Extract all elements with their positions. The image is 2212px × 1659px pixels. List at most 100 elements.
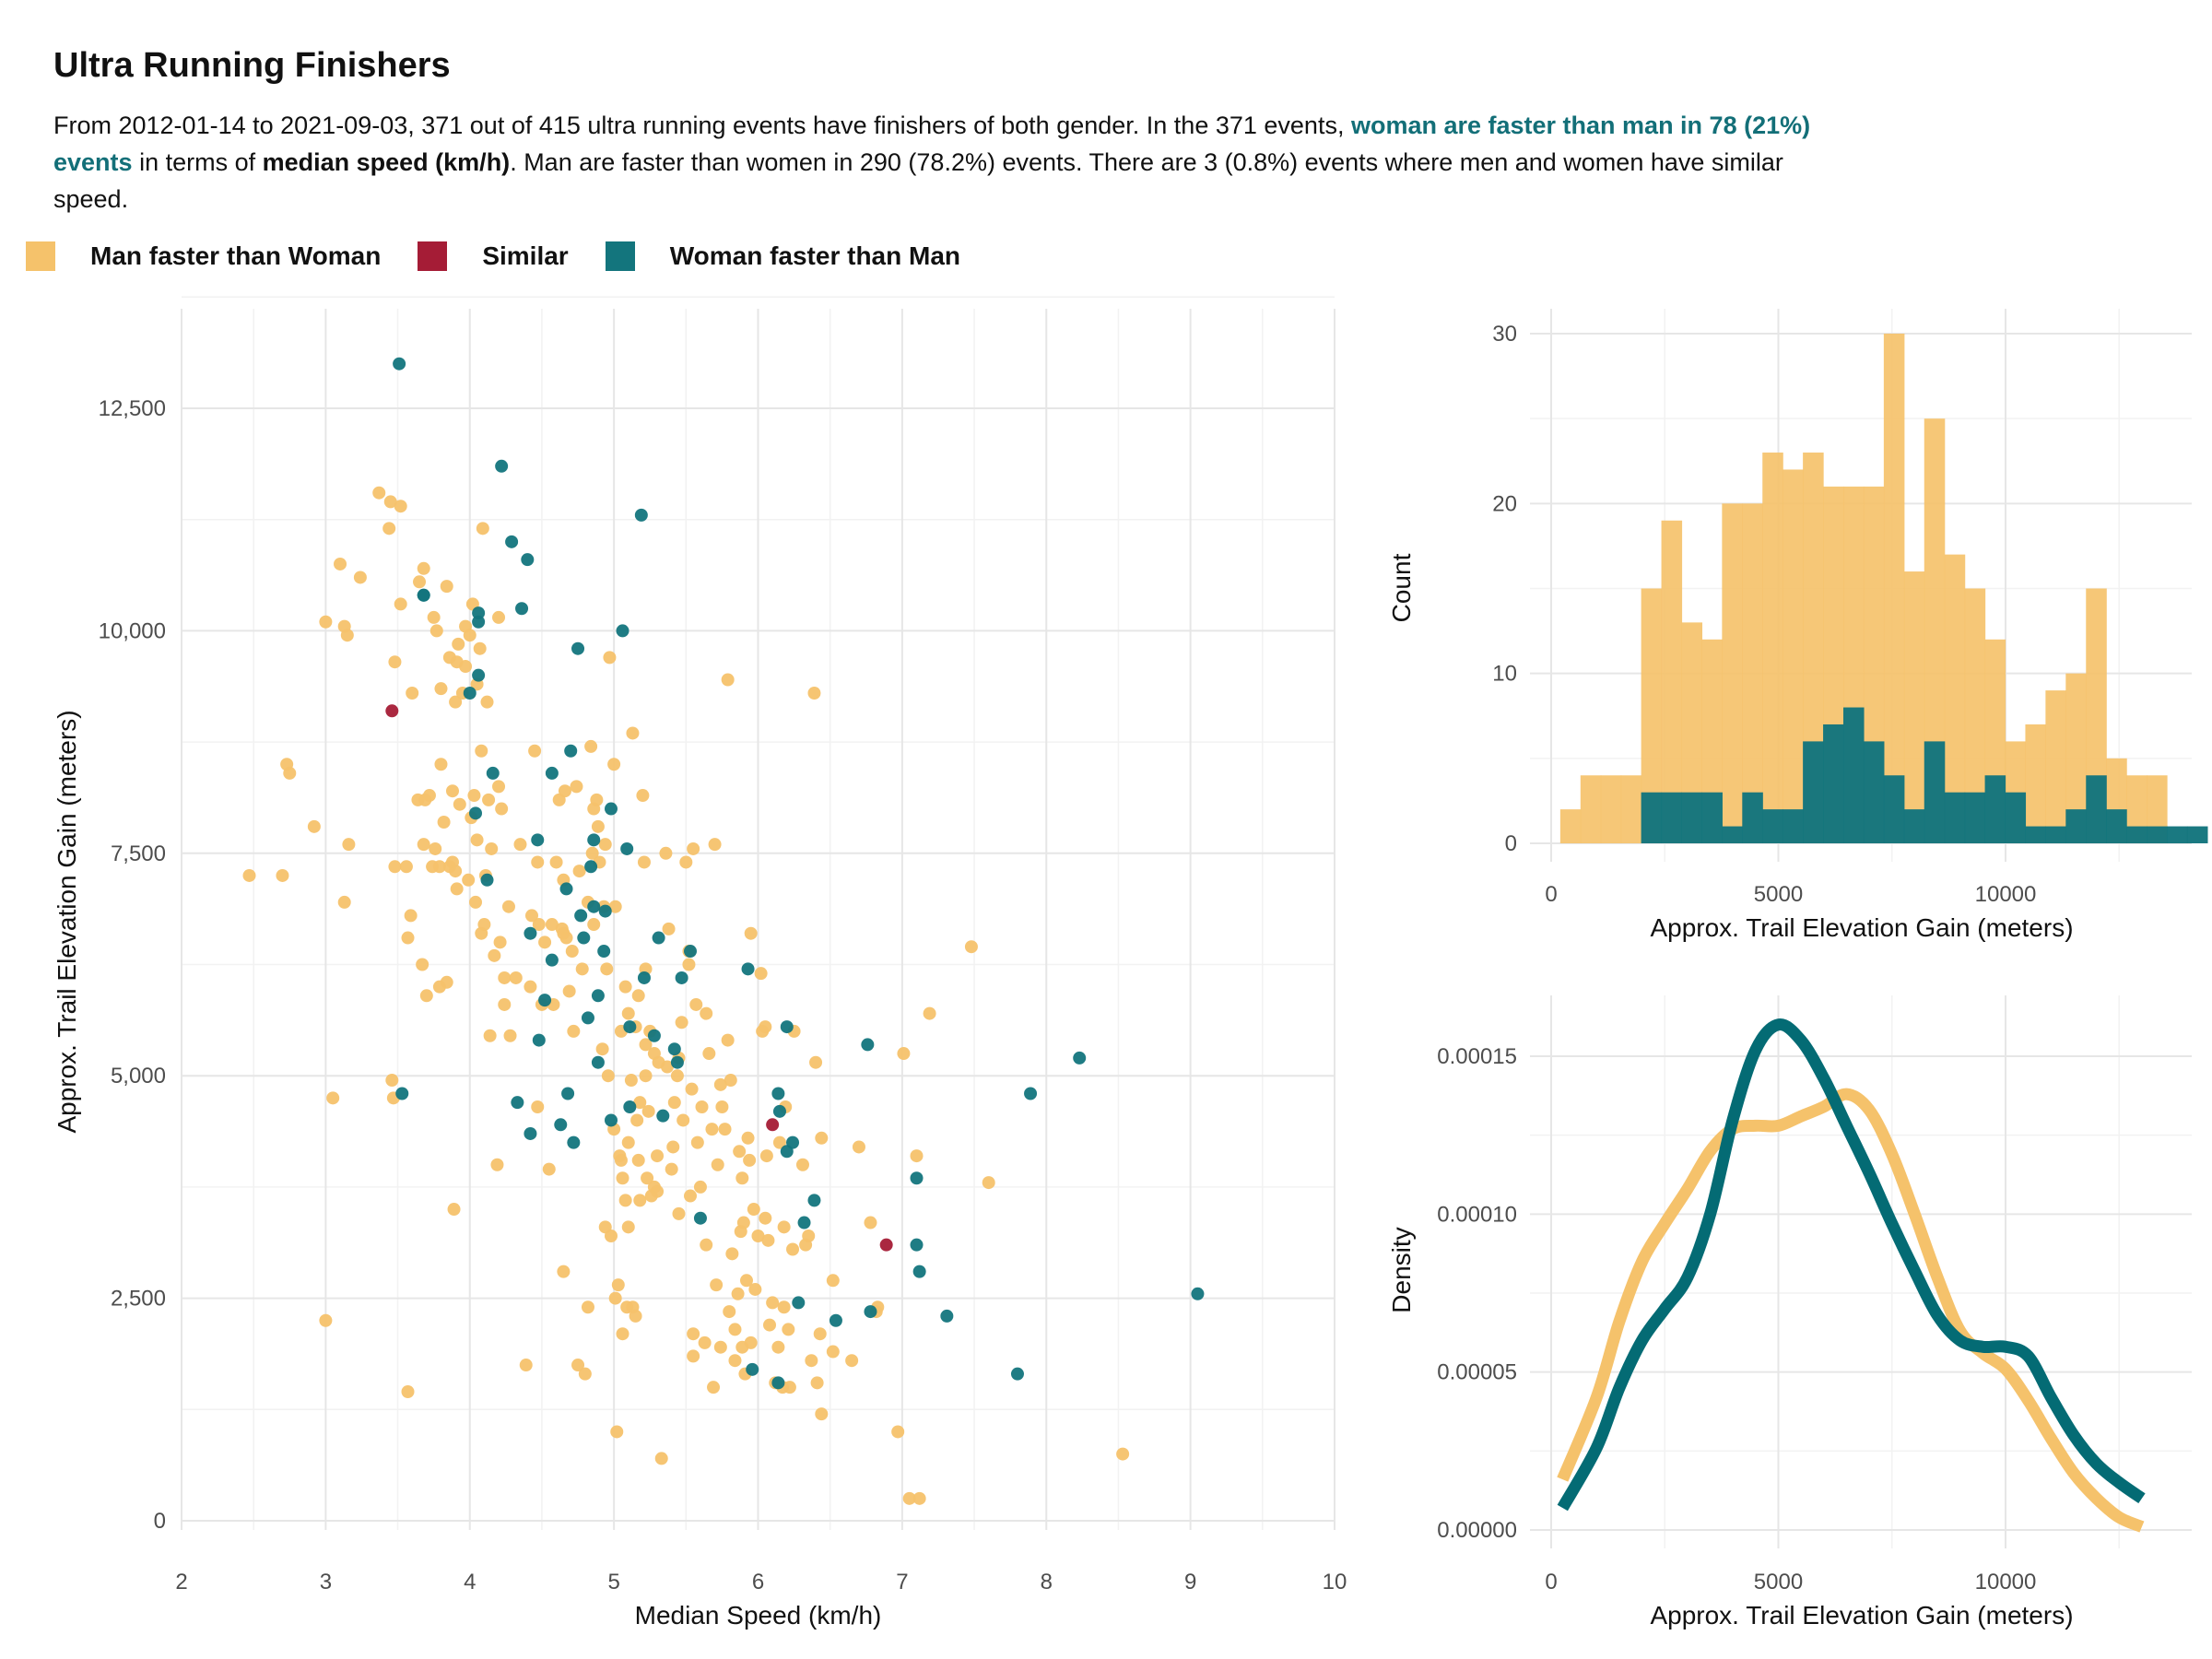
scatter-point-woman bbox=[524, 926, 537, 940]
scatter-point-man bbox=[736, 1216, 750, 1230]
hist-bar-man bbox=[1722, 503, 1743, 843]
scatter-point-man bbox=[601, 1069, 615, 1083]
scatter-point-man bbox=[473, 641, 487, 655]
scatter-point-woman bbox=[693, 1211, 707, 1225]
scatter-point-woman bbox=[472, 615, 486, 629]
scatter-x-tick-label: 7 bbox=[896, 1570, 908, 1594]
scatter-point-woman bbox=[472, 606, 486, 620]
scatter-point-woman bbox=[637, 971, 651, 984]
scatter-point-man bbox=[427, 610, 441, 624]
scatter-point-woman bbox=[417, 588, 430, 602]
scatter-point-man bbox=[1116, 1447, 1130, 1461]
scatter-x-tick-label: 5 bbox=[607, 1570, 619, 1594]
legend-key-woman bbox=[605, 241, 635, 271]
hist-bar-woman bbox=[1903, 809, 1925, 843]
scatter-point-woman bbox=[792, 1296, 806, 1310]
scatter-point-man bbox=[621, 1135, 635, 1149]
scatter-point-man bbox=[802, 1230, 816, 1243]
hist-bar-woman bbox=[2106, 809, 2127, 843]
scatter-point-man bbox=[795, 1158, 809, 1171]
hist-bar-man bbox=[1924, 418, 1946, 843]
density-line-woman bbox=[1557, 1018, 2146, 1512]
scatter-point-man bbox=[469, 895, 483, 909]
scatter-point-man bbox=[659, 846, 673, 860]
scatter-point-woman bbox=[652, 931, 665, 945]
scatter-point-woman bbox=[1073, 1051, 1087, 1065]
scatter-point-man bbox=[326, 1091, 340, 1105]
hist-x-axis-label: Approx. Trail Elevation Gain (meters) bbox=[1650, 913, 2073, 942]
legend-label-similar: Similar bbox=[482, 241, 569, 270]
scatter-point-man bbox=[826, 1274, 840, 1288]
scatter-x-tick-label: 3 bbox=[320, 1570, 332, 1594]
scatter-panel: 2 3 4 5 6 7 8 9 10 0 2,500 5,000 7,500 10,000 12,500 Me… bbox=[53, 296, 1347, 1630]
scatter-point-man bbox=[759, 1211, 772, 1225]
scatter-point-man bbox=[641, 1104, 655, 1118]
legend: Man faster than Woman Similar Woman fast… bbox=[26, 241, 997, 271]
scatter-point-man bbox=[388, 860, 402, 874]
scatter-point-man bbox=[630, 1113, 644, 1127]
hist-bar-man bbox=[1762, 453, 1783, 843]
scatter-point-man bbox=[572, 865, 586, 878]
scatter-point-man bbox=[629, 1309, 642, 1323]
scatter-point-man bbox=[416, 958, 429, 971]
scatter-point-man bbox=[782, 1381, 796, 1394]
scatter-point-man bbox=[401, 1384, 415, 1398]
scatter-point-woman bbox=[545, 953, 559, 967]
scatter-point-man bbox=[488, 948, 501, 962]
scatter-point-woman bbox=[598, 904, 612, 918]
hist-bar-woman bbox=[1924, 741, 1946, 843]
scatter-point-man bbox=[498, 997, 512, 1011]
scatter-point-man bbox=[531, 855, 545, 869]
scatter-point-man bbox=[731, 1287, 745, 1300]
scatter-point-man bbox=[618, 1194, 632, 1207]
scatter-point-man bbox=[662, 922, 676, 935]
scatter-point-man bbox=[891, 1425, 905, 1439]
scatter-point-man bbox=[432, 860, 446, 874]
scatter-point-man bbox=[452, 637, 465, 651]
hist-bar-man bbox=[1661, 520, 1683, 843]
scatter-point-man bbox=[677, 1113, 690, 1127]
scatter-point-man bbox=[562, 984, 576, 998]
scatter-point-man bbox=[476, 522, 489, 535]
hist-x-tick-label: 0 bbox=[1545, 882, 1557, 907]
scatter-point-man bbox=[616, 1327, 629, 1341]
scatter-point-man bbox=[744, 926, 758, 940]
scatter-point-woman bbox=[1024, 1087, 1038, 1100]
scatter-x-tick-label: 10 bbox=[1323, 1570, 1347, 1594]
hist-y-tick-label: 10 bbox=[1492, 662, 1517, 687]
scatter-point-man bbox=[450, 882, 464, 896]
scatter-y-tick-label: 5,000 bbox=[111, 1064, 166, 1088]
scatter-point-man bbox=[493, 935, 507, 949]
hist-bar-man bbox=[2025, 724, 2046, 843]
scatter-point-man bbox=[401, 931, 415, 945]
scatter-point-man bbox=[810, 1376, 824, 1390]
scatter-point-woman bbox=[684, 945, 698, 959]
scatter-point-woman bbox=[667, 1042, 681, 1056]
scatter-point-man bbox=[739, 1274, 753, 1288]
scatter-point-man bbox=[725, 1247, 739, 1261]
hist-y-tick-label: 30 bbox=[1492, 322, 1517, 347]
scatter-point-man bbox=[700, 1238, 713, 1252]
scatter-point-man bbox=[595, 1042, 609, 1056]
legend-label-woman: Woman faster than Man bbox=[669, 241, 961, 270]
scatter-point-man bbox=[754, 967, 768, 981]
scatter-point-woman bbox=[538, 994, 552, 1007]
scatter-point-man bbox=[524, 909, 538, 923]
scatter-point-woman bbox=[940, 1309, 954, 1323]
scatter-point-man bbox=[636, 789, 650, 803]
scatter-point-man bbox=[670, 1069, 684, 1083]
density-line-man bbox=[1557, 1088, 2145, 1533]
scatter-point-man bbox=[631, 1153, 645, 1167]
scatter-point-man bbox=[319, 615, 333, 629]
scatter-point-man bbox=[462, 873, 476, 887]
scatter-point-woman bbox=[486, 766, 500, 780]
scatter-point-man bbox=[684, 1189, 698, 1203]
scatter-point-man bbox=[715, 1100, 729, 1113]
hist-bar-woman bbox=[2005, 792, 2027, 843]
hist-bar-woman bbox=[1984, 775, 2006, 843]
scatter-point-man bbox=[319, 1313, 333, 1327]
scatter-point-man bbox=[449, 695, 463, 709]
density-y-tick-label: 0.00015 bbox=[1437, 1044, 1517, 1069]
scatter-point-man bbox=[307, 819, 321, 833]
